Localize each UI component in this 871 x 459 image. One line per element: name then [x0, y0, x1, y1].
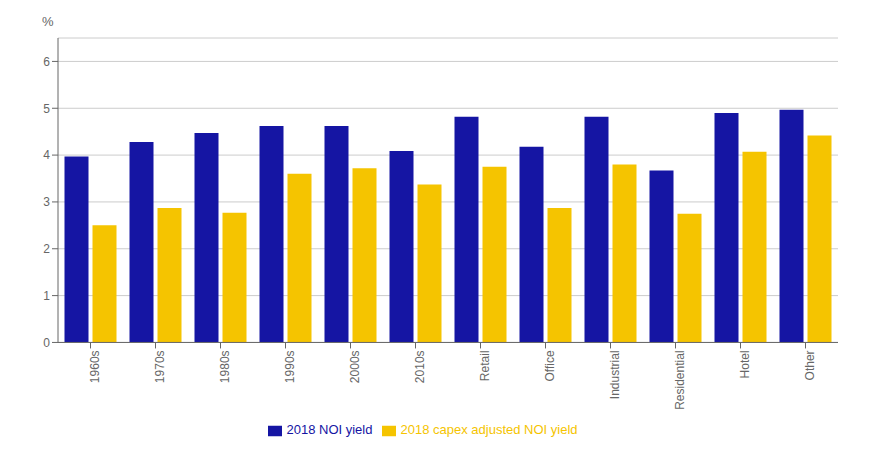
svg-text:2: 2 — [43, 242, 50, 256]
svg-text:Industrial: Industrial — [608, 350, 622, 399]
svg-text:Hotel: Hotel — [738, 350, 752, 378]
svg-text:Other: Other — [803, 350, 817, 380]
svg-text:5: 5 — [43, 102, 50, 116]
svg-text:6: 6 — [43, 55, 50, 69]
svg-text:1: 1 — [43, 289, 50, 303]
svg-text:1970s: 1970s — [153, 350, 167, 383]
svg-text:3: 3 — [43, 195, 50, 209]
svg-text:Office: Office — [543, 350, 557, 381]
svg-text:4: 4 — [43, 148, 50, 162]
svg-text:Residential: Residential — [673, 350, 687, 409]
html-text:2018 NOI yield: 2018 NOI yield — [286, 422, 373, 438]
html-text:2018 capex adjusted NOI yield: 2018 capex adjusted NOI yield — [400, 422, 578, 438]
svg-text:2000s: 2000s — [348, 350, 362, 383]
svg-text:2010s: 2010s — [413, 350, 427, 383]
svg-text:1980s: 1980s — [218, 350, 232, 383]
svg-text:1960s: 1960s — [88, 350, 102, 383]
svg-text:0: 0 — [43, 336, 50, 350]
svg-text:1990s: 1990s — [283, 350, 297, 383]
svg-text:Retail: Retail — [478, 350, 492, 381]
